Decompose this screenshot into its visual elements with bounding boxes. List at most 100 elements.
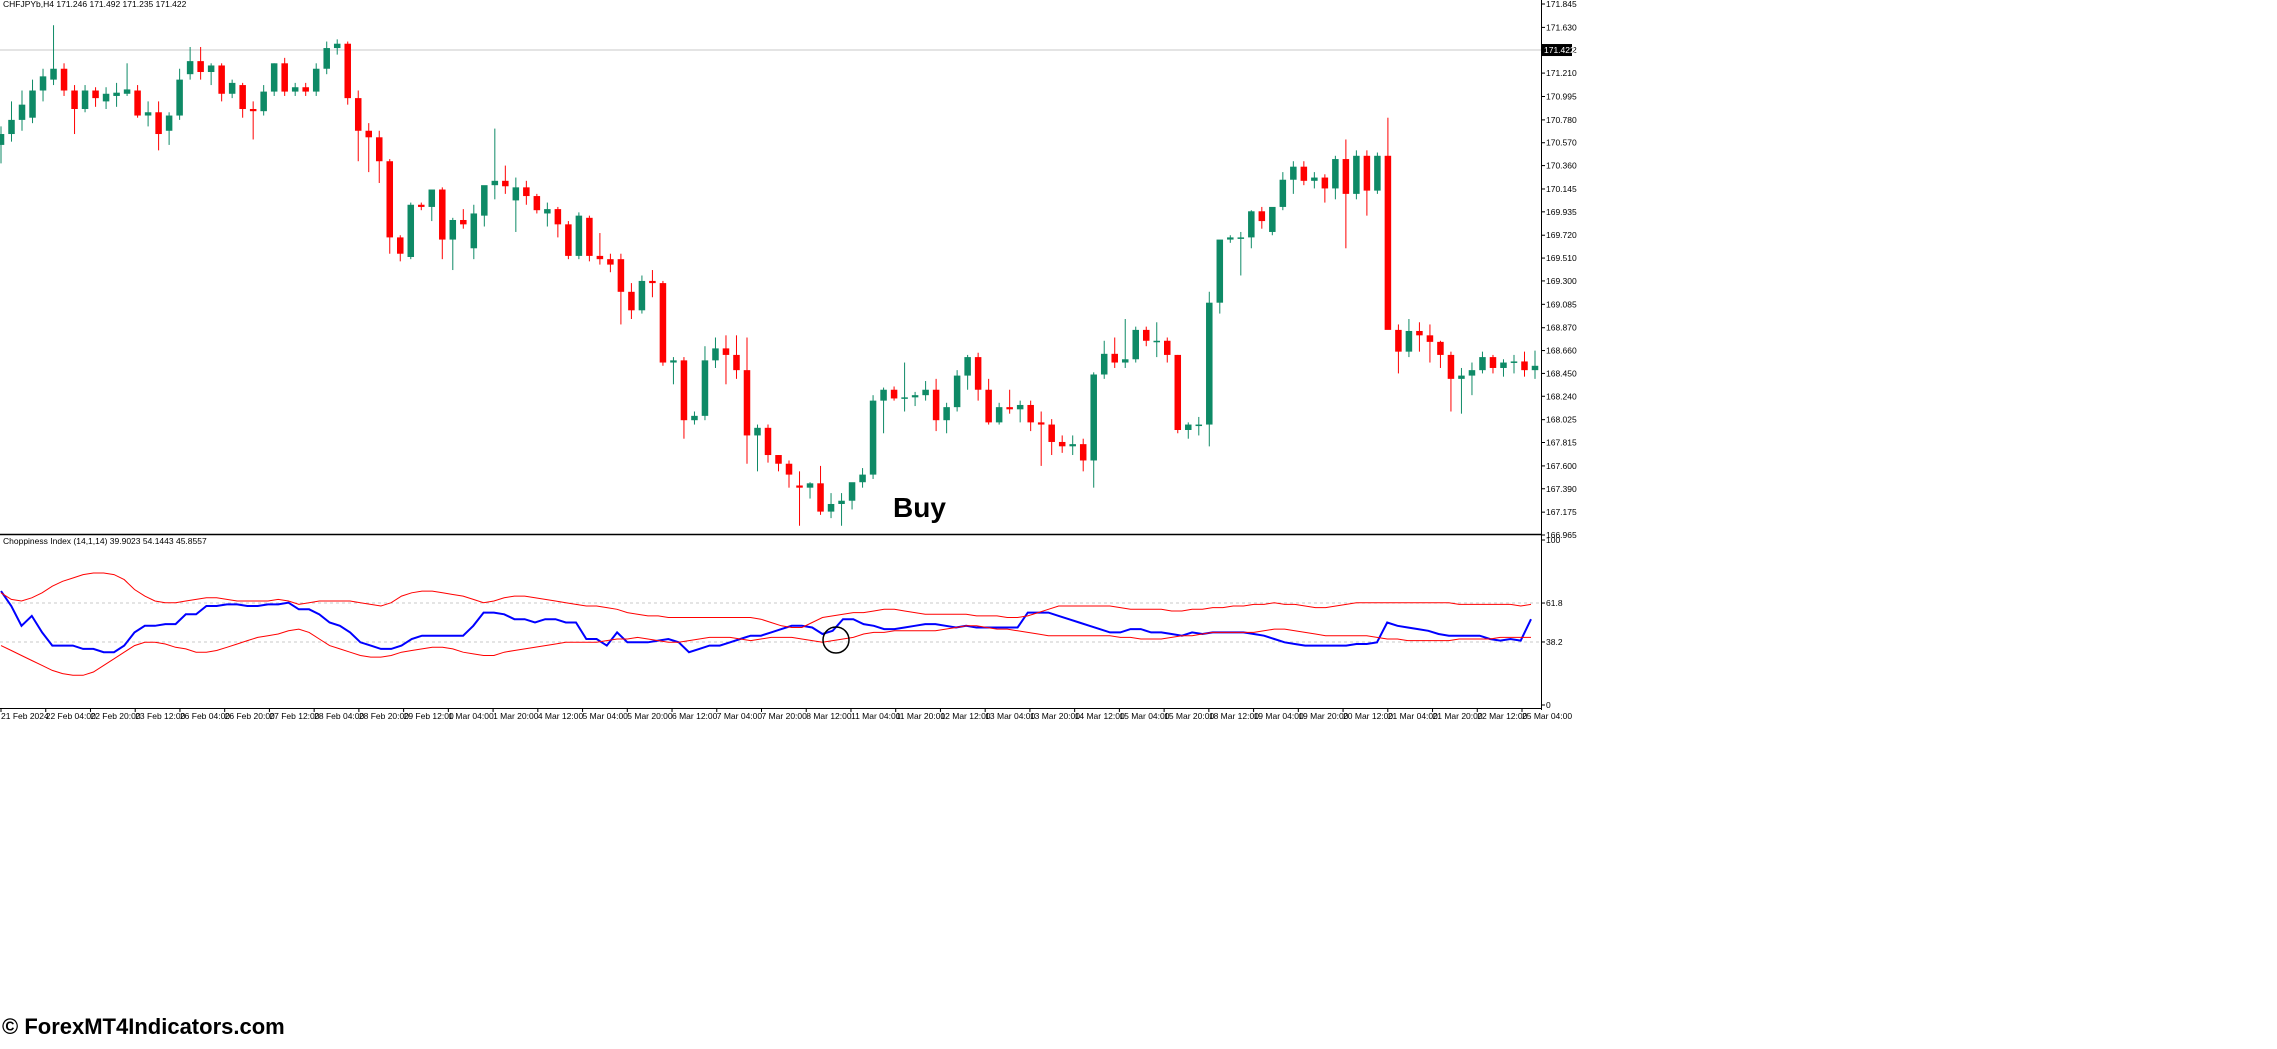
time-tick-label: 7 Mar 20:00 bbox=[762, 711, 808, 721]
time-tick-label: 4 Mar 12:00 bbox=[538, 711, 584, 721]
candle-body bbox=[1363, 155, 1371, 191]
indicator-header: Choppiness Index (14,1,14) 39.9023 54.14… bbox=[3, 536, 207, 546]
price-tick-label: 167.815 bbox=[1546, 438, 1577, 448]
indicator-tick-label: 38.2 bbox=[1546, 637, 1563, 647]
candle-body bbox=[71, 90, 78, 110]
candle-body bbox=[1248, 211, 1255, 238]
candle-body bbox=[943, 407, 950, 421]
candle-body bbox=[754, 427, 761, 436]
time-tick-label: 22 Feb 20:00 bbox=[90, 711, 140, 721]
indicator-tick-label: 100 bbox=[1546, 535, 1560, 545]
candle-body bbox=[1374, 155, 1381, 191]
candle-body bbox=[901, 397, 908, 399]
candle-body bbox=[806, 483, 814, 488]
candle-body bbox=[228, 82, 236, 94]
price-tick-label: 169.720 bbox=[1546, 230, 1577, 240]
candle-body bbox=[1353, 155, 1360, 194]
candle-body bbox=[565, 224, 572, 256]
candle-body bbox=[323, 48, 330, 69]
candle-body bbox=[50, 68, 57, 80]
candle-body bbox=[312, 68, 320, 92]
time-tick-label: 28 Feb 20:00 bbox=[359, 711, 409, 721]
candle-body bbox=[8, 119, 15, 135]
candle-body bbox=[491, 180, 499, 186]
price-tick-label: 170.145 bbox=[1546, 184, 1577, 194]
candle-body bbox=[470, 213, 478, 249]
candle-body bbox=[1037, 422, 1045, 425]
candle-body bbox=[218, 65, 225, 94]
candle-body bbox=[649, 280, 656, 284]
candle-body bbox=[890, 389, 898, 399]
price-tick-label: 168.450 bbox=[1546, 368, 1577, 378]
candle-body bbox=[1437, 341, 1444, 355]
symbol-header: CHFJPYb,H4 171.246 171.492 171.235 171.4… bbox=[3, 0, 187, 9]
candle-body bbox=[144, 112, 152, 116]
candle-body bbox=[333, 43, 341, 49]
choppiness-line bbox=[0, 590, 1532, 654]
candle-body bbox=[1058, 441, 1066, 447]
candle-body bbox=[1489, 357, 1497, 368]
price-tick-label: 171.845 bbox=[1546, 0, 1577, 9]
candle-body bbox=[544, 209, 551, 214]
candle-body bbox=[995, 407, 1003, 423]
buy-label: Buy bbox=[893, 492, 946, 523]
candle-body bbox=[775, 455, 782, 464]
price-tick-label: 168.025 bbox=[1546, 415, 1577, 425]
candle-body bbox=[1174, 354, 1182, 430]
candle-body bbox=[460, 219, 467, 225]
candle-body bbox=[197, 61, 204, 73]
indicator-tick-label: 61.8 bbox=[1546, 598, 1563, 608]
candle-body bbox=[691, 415, 698, 421]
candle-body bbox=[1206, 302, 1213, 425]
time-tick-label: 28 Feb 04:00 bbox=[314, 711, 364, 721]
candle-body bbox=[712, 348, 719, 361]
candle-body bbox=[701, 360, 709, 416]
candle-body bbox=[176, 79, 183, 116]
candle-body bbox=[407, 204, 415, 257]
candle-body bbox=[113, 92, 120, 96]
price-tick-label: 166.965 bbox=[1546, 530, 1577, 540]
upper-band-line bbox=[0, 572, 1532, 628]
candle-body bbox=[932, 389, 940, 421]
candle-body bbox=[365, 130, 372, 138]
candle-body bbox=[1321, 177, 1329, 189]
candle-body bbox=[1300, 166, 1308, 181]
time-tick-label: 5 Mar 20:00 bbox=[627, 711, 673, 721]
candle-body bbox=[1521, 361, 1528, 371]
price-tick-label: 169.935 bbox=[1546, 207, 1577, 217]
candle-body bbox=[638, 280, 646, 311]
candle-body bbox=[81, 90, 89, 110]
candle-body bbox=[1342, 159, 1350, 194]
candle-body bbox=[859, 474, 866, 483]
time-tick-label: 13 Mar 20:00 bbox=[1030, 711, 1080, 721]
candle-body bbox=[1405, 330, 1413, 352]
price-tick-label: 169.085 bbox=[1546, 299, 1577, 309]
price-tick-label: 170.995 bbox=[1546, 91, 1577, 101]
candle-body bbox=[1531, 365, 1539, 371]
time-tick-label: 21 Feb 2024 bbox=[1, 711, 49, 721]
candle-body bbox=[1185, 424, 1192, 430]
price-tick-label: 169.300 bbox=[1546, 276, 1577, 286]
time-tick-label: 12 Mar 12:00 bbox=[940, 711, 990, 721]
crossover-circle bbox=[822, 626, 850, 654]
candle-body bbox=[375, 137, 383, 162]
candle-body bbox=[439, 189, 446, 240]
candle-body bbox=[1142, 329, 1150, 341]
time-tick-label: 22 Mar 12:00 bbox=[1477, 711, 1527, 721]
candle-body bbox=[785, 463, 793, 475]
candle-body bbox=[554, 209, 562, 225]
price-tick-label: 170.360 bbox=[1546, 161, 1577, 171]
candle-body bbox=[964, 357, 971, 376]
candle-body bbox=[239, 85, 246, 110]
time-tick-label: 15 Mar 04:00 bbox=[1119, 711, 1169, 721]
candle-body bbox=[523, 187, 530, 197]
price-tick-label: 170.780 bbox=[1546, 115, 1577, 125]
candle-body bbox=[123, 89, 131, 94]
candle-body bbox=[18, 104, 26, 120]
time-tick-label: 1 Mar 04:00 bbox=[448, 711, 494, 721]
candle-body bbox=[1290, 166, 1297, 180]
candle-body bbox=[659, 283, 667, 363]
candle-body bbox=[722, 348, 730, 355]
time-tick-label: 11 Mar 04:00 bbox=[851, 711, 901, 721]
